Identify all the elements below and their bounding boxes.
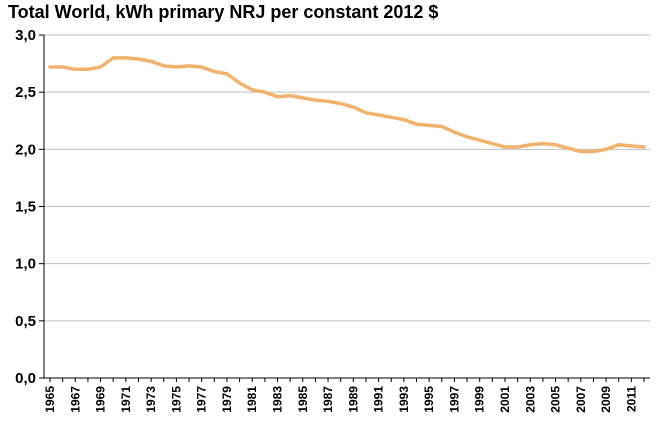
x-tick-label: 1975 xyxy=(169,386,183,413)
x-tick-labels: 1965 1967 1969 1971 1973 1975 1977 1979 1981 1983… xyxy=(43,386,638,413)
series-group xyxy=(48,56,646,154)
x-tick-label: 2011 xyxy=(624,386,638,412)
x-tick-label: 2007 xyxy=(574,386,588,413)
x-tick-label: 2005 xyxy=(549,386,563,413)
x-tick-label: 1991 xyxy=(372,386,386,413)
x-tick-label: 1971 xyxy=(119,386,133,413)
x-tick-label: 1977 xyxy=(195,386,209,413)
series-line xyxy=(48,56,646,154)
y-tick-label: 0,0 xyxy=(15,370,36,387)
x-tick-label: 1965 xyxy=(43,386,57,413)
chart-title: Total World, kWh primary NRJ per constan… xyxy=(8,2,439,22)
gridlines xyxy=(44,34,650,322)
y-tick-label: 2,0 xyxy=(15,141,36,158)
y-tick-label: 3,0 xyxy=(15,27,36,44)
x-tick-label: 1995 xyxy=(422,386,436,413)
x-tick-label: 1985 xyxy=(296,386,310,413)
x-tick-label: 1981 xyxy=(245,386,259,413)
y-tick-label: 2,5 xyxy=(15,84,36,101)
x-tick-label: 1993 xyxy=(397,386,411,413)
y-tick-label: 1,0 xyxy=(15,256,36,273)
x-tick-label: 1997 xyxy=(447,386,461,413)
axes xyxy=(39,34,650,382)
x-tick-label: 1999 xyxy=(473,386,487,413)
x-tick-label: 2009 xyxy=(599,386,613,413)
y-tick-label: 1,5 xyxy=(15,199,36,216)
x-tick-label: 2003 xyxy=(523,386,537,413)
y-tick-labels: 0,0 0,5 1,0 1,5 2,0 2,5 3,0 xyxy=(15,27,36,387)
y-tick-label: 0,5 xyxy=(15,313,36,330)
x-tick-label: 1989 xyxy=(346,386,360,413)
x-tick-label: 1973 xyxy=(144,386,158,413)
x-tick-label: 2001 xyxy=(498,386,512,413)
x-tick-label: 1979 xyxy=(220,386,234,413)
x-tick-label: 1987 xyxy=(321,386,335,413)
x-tick-label: 1983 xyxy=(270,386,284,413)
x-tick-label: 1969 xyxy=(94,386,108,413)
x-tick-label: 1967 xyxy=(68,386,82,413)
